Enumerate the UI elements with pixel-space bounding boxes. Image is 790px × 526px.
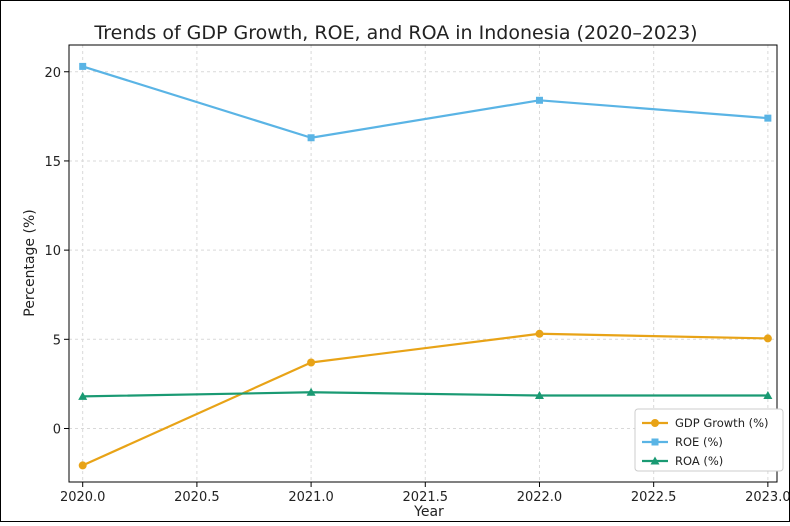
series-3	[78, 387, 773, 400]
series-line	[82, 391, 768, 398]
legend-marker	[650, 456, 660, 465]
legend-marker	[651, 419, 659, 427]
data-point	[535, 96, 543, 104]
legend: GDP Growth (%) ROE (%) ROA (%)	[634, 408, 784, 472]
legend-item: GDP Growth (%)	[642, 416, 769, 430]
series-1	[78, 329, 772, 470]
data-point	[307, 134, 315, 142]
x-tick-label: 2023.0	[745, 490, 789, 505]
x-axis-label: Year	[413, 504, 444, 520]
plot-area-border	[68, 44, 778, 483]
x-tick-label: 2020.5	[174, 490, 220, 505]
x-axis: 2020.0 2020.5 2021.0 2021.5 2022.0 2022.5 2023…	[60, 482, 790, 505]
legend-item: ROA (%)	[642, 454, 723, 468]
legend-item: ROE (%)	[642, 435, 723, 449]
legend-label: ROE (%)	[675, 435, 723, 449]
data-point	[79, 62, 87, 70]
series-2	[79, 62, 772, 142]
x-tick-label: 2022.5	[631, 490, 677, 505]
y-tick-label: 0	[53, 422, 61, 437]
data-point	[535, 329, 544, 338]
x-tick-label: 2021.0	[288, 490, 334, 505]
data-point	[78, 461, 87, 470]
series-line	[82, 65, 768, 139]
y-tick-label: 10	[44, 244, 61, 259]
x-tick-label: 2021.5	[403, 490, 449, 505]
y-tick-label: 15	[44, 155, 61, 170]
series-line	[82, 332, 768, 467]
legend-marker	[651, 438, 659, 446]
data-point	[78, 391, 88, 400]
data-point	[534, 390, 544, 399]
series-layer	[78, 62, 773, 470]
x-tick-label: 2022.0	[517, 490, 563, 505]
y-axis-label: Percentage (%)	[22, 209, 38, 316]
data-point	[764, 114, 772, 122]
data-point	[307, 358, 316, 367]
legend-box	[634, 408, 784, 472]
legend-label: ROA (%)	[675, 454, 723, 468]
data-point	[763, 390, 773, 399]
chart-title: Trends of GDP Growth, ROE, and ROA in In…	[93, 22, 697, 44]
data-point	[763, 334, 772, 343]
y-axis: 0 5 10 15 20	[44, 66, 69, 437]
y-tick-label: 20	[44, 66, 61, 81]
legend-label: GDP Growth (%)	[675, 416, 769, 430]
y-tick-label: 5	[53, 333, 61, 348]
x-tick-label: 2020.0	[60, 490, 106, 505]
data-point	[306, 387, 316, 396]
